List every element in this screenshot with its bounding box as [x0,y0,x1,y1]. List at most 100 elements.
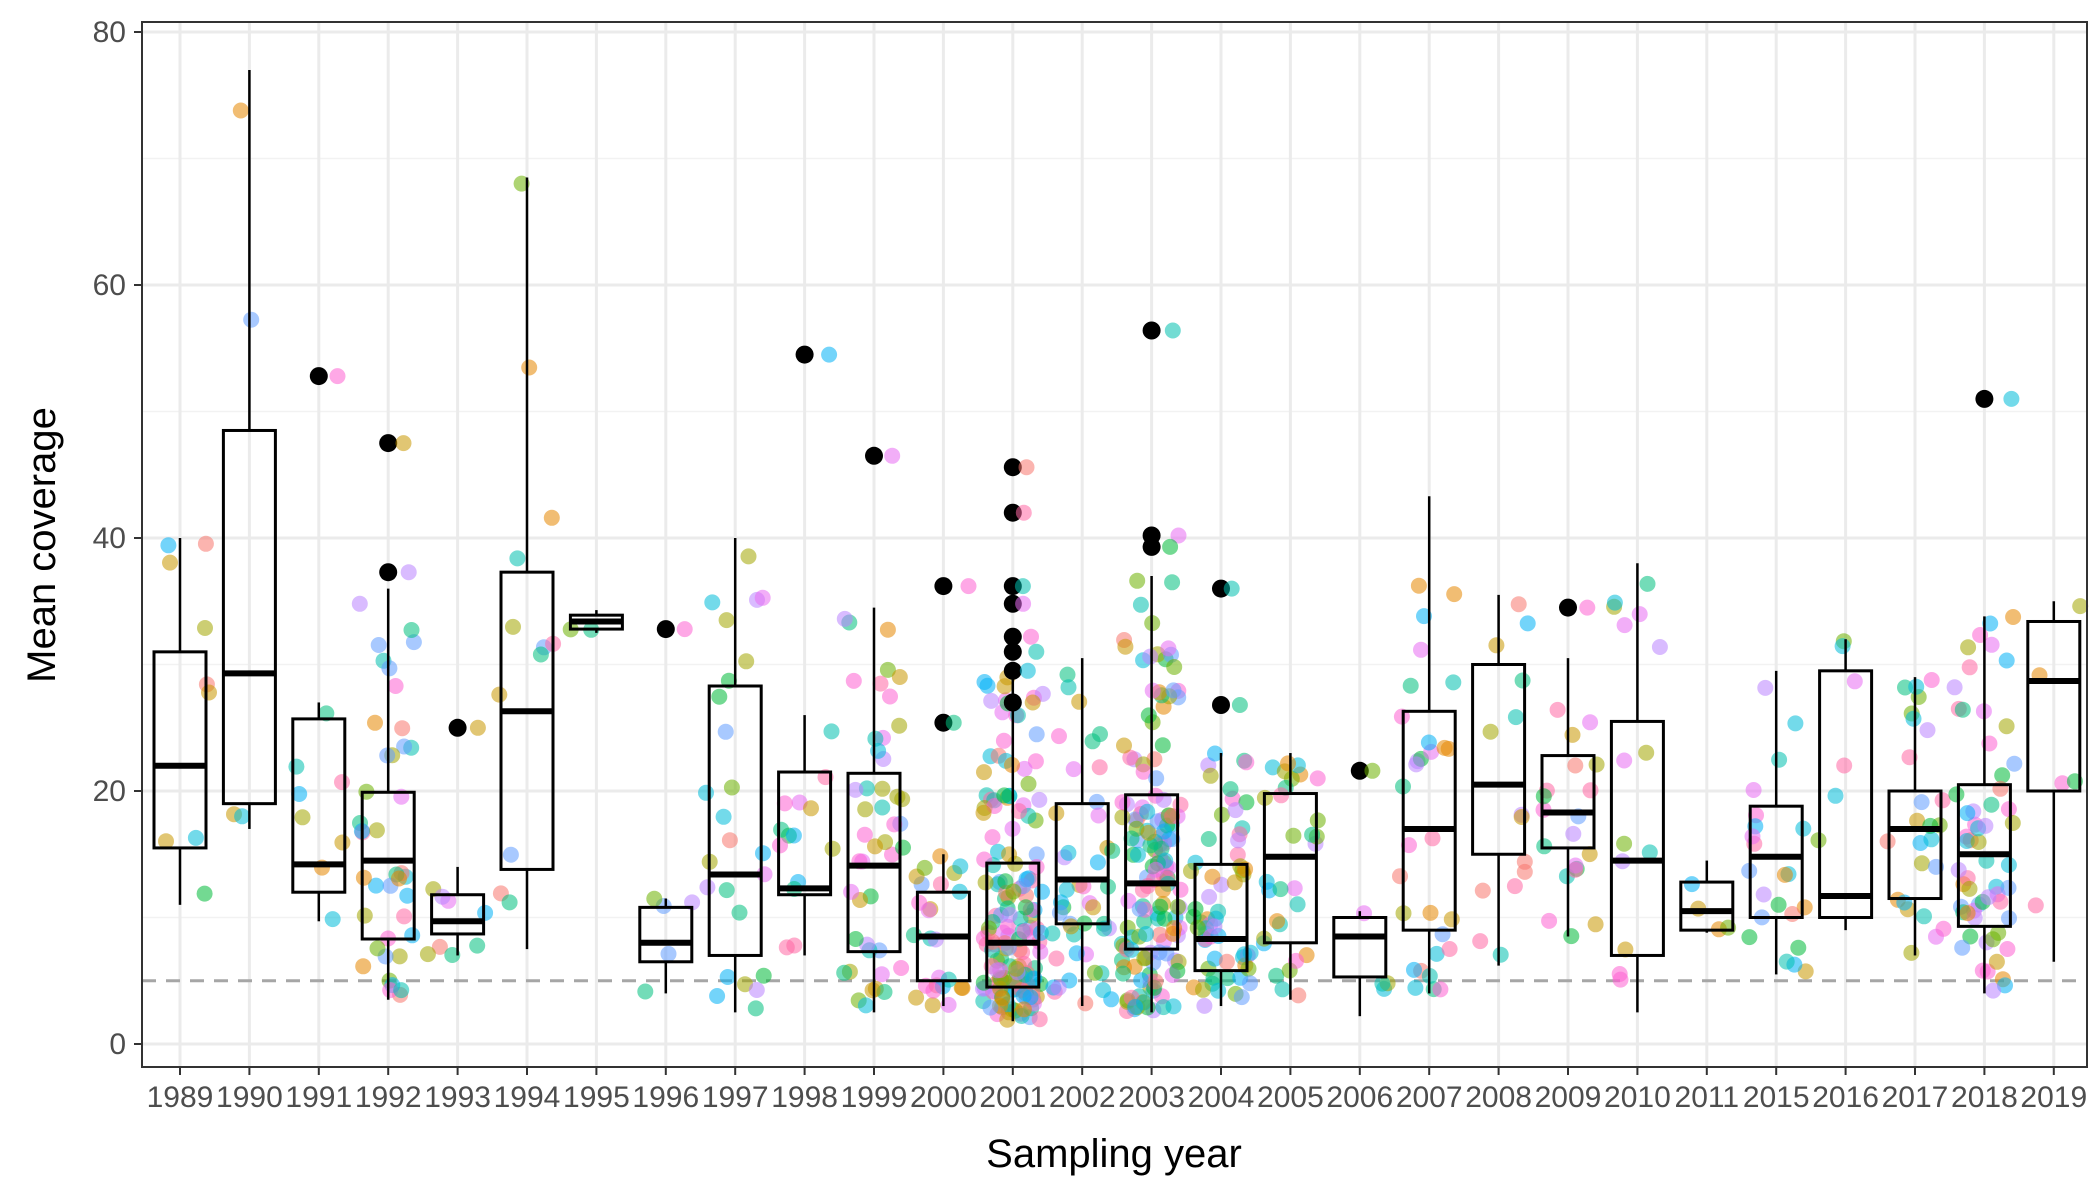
x-tick-label: 1990 [216,1081,283,1114]
y-tick-label: 20 [93,775,126,808]
jitter-point [1984,931,2001,948]
jitter-point [1273,787,1290,804]
jitter-point [1983,636,2000,653]
jitter-point [891,717,908,734]
jitter-point [1506,878,1523,895]
jitter-point [847,931,864,947]
outlier-jitter-point [960,578,977,595]
jitter-point [491,686,508,703]
jitter-point [1445,674,1462,691]
jitter-point [532,646,549,663]
outlier-jitter-point [676,621,693,638]
jitter-point [1088,793,1105,810]
jitter-point [2005,609,2022,625]
jitter-point [355,869,372,886]
jitter-point [1151,926,1168,943]
jitter-point [1432,981,1449,998]
jitter-point [355,958,372,975]
jitter-point [1095,982,1112,999]
jitter-point [1961,659,1978,676]
jitter-point [334,834,351,851]
jitter-point [996,787,1013,804]
jitter-point [197,620,213,636]
jitter-point [1140,707,1157,724]
jitter-point [1413,641,1429,658]
y-tick-label: 60 [93,269,126,302]
jitter-point [382,982,399,999]
jitter-point [1114,794,1131,811]
jitter-point [731,904,748,921]
x-tick-label: 1992 [355,1081,422,1114]
box-1992 [360,790,416,941]
jitter-point [1140,824,1157,841]
outlier-jitter-point [1028,643,1045,660]
outlier-jitter-point [1019,662,1036,679]
jitter-point [1474,882,1491,899]
jitter-point [234,808,251,825]
x-tick-label: 1999 [841,1081,908,1114]
jitter-point [870,742,887,759]
jitter-point [368,822,385,839]
jitter-point [872,675,889,692]
jitter-point [1309,770,1326,787]
jitter-point [393,982,410,999]
jitter-point [845,672,862,689]
box-2007 [1401,709,1457,932]
outlier-jitter-point [1023,628,1039,645]
jitter-point [715,808,732,825]
jitter-point [1513,809,1530,825]
jitter-point [1206,918,1223,935]
jitter-point [867,838,883,855]
jitter-point [1147,973,1164,990]
jitter-point [197,535,214,552]
jitter-point [1420,734,1437,751]
jitter-point [723,779,740,796]
jitter-point [1085,899,1102,916]
jitter-point [1089,854,1106,871]
jitter-point [1959,805,1976,822]
jitter-point [874,799,891,816]
jitter-point [719,969,736,985]
box-2015 [1748,804,1804,919]
jitter-point [895,839,911,856]
jitter-point [1374,975,1391,992]
jitter-point [1896,894,1913,911]
jitter-point [786,937,803,954]
jitter-point [1946,679,1963,696]
jitter-point [1091,759,1108,776]
jitter-point [1519,615,1536,632]
jitter-point [1422,904,1439,921]
jitter-point [1582,782,1599,799]
jitter-point [999,1011,1016,1028]
x-tick-label: 2003 [1118,1081,1185,1114]
jitter-point [1982,615,1999,632]
jitter-point [924,997,941,1014]
jitter-point [1071,693,1088,710]
jitter-point [754,589,771,606]
outlier-point [1142,537,1161,556]
jitter-point [1166,920,1183,937]
jitter-point [162,554,178,571]
jitter-point [916,859,933,876]
outlier-jitter-point [395,435,412,452]
jitter-point [1983,796,2000,813]
jitter-point [1472,933,1489,950]
jitter-point [1980,889,1997,906]
x-tick-label: 2005 [1257,1081,1324,1114]
jitter-point [1123,830,1140,847]
jitter-point [1992,893,2009,910]
jitter-point [660,945,677,962]
jitter-point [505,618,521,635]
outlier-jitter-point [400,564,417,581]
jitter-point [2004,815,2021,831]
x-tick-label: 2011 [1675,1081,1740,1114]
jitter-point [1790,939,1807,956]
jitter-point [999,918,1016,935]
jitter-point [1195,981,1211,998]
x-tick-label: 1997 [702,1081,769,1114]
jitter-point [2027,897,2044,914]
x-tick-label: 2007 [1396,1081,1463,1114]
jitter-point [1227,802,1244,819]
jitter-point [1492,946,1509,963]
jitter-point [864,982,881,999]
